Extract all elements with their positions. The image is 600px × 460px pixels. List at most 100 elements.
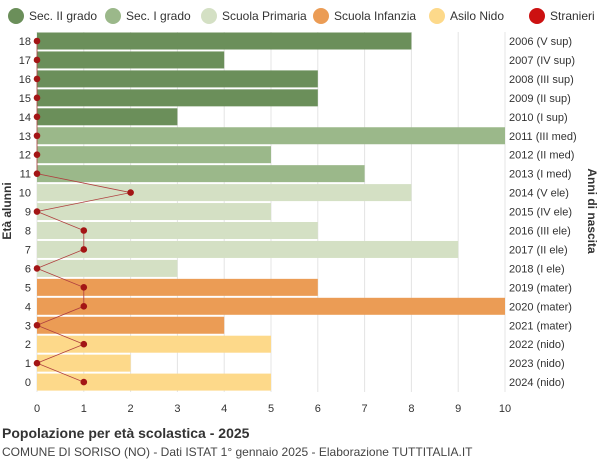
age-tick-label: 12 [19, 150, 31, 162]
stranieri-point [33, 151, 41, 158]
age-tick-label: 10 [19, 188, 31, 200]
year-tick-label: 2006 (V sup) [509, 36, 572, 48]
bar [37, 127, 505, 145]
year-tick-label: 2009 (II sup) [509, 93, 571, 105]
x-tick-label: 7 [362, 403, 368, 415]
bar [37, 146, 271, 164]
year-tick-label: 2023 (nido) [509, 358, 565, 370]
stranieri-point [33, 170, 41, 177]
age-tick-label: 7 [25, 244, 31, 256]
age-tick-label: 1 [25, 358, 31, 370]
chart-subtitle: COMUNE DI SORISO (NO) - Dati ISTAT 1° ge… [2, 445, 473, 459]
legend-label: Stranieri [550, 9, 595, 23]
stranieri-point [127, 189, 134, 196]
stranieri-point [33, 208, 41, 215]
age-tick-label: 4 [25, 301, 31, 313]
stranieri-point [33, 321, 41, 329]
x-tick-label: 1 [81, 403, 87, 415]
stranieri-point [33, 37, 41, 45]
year-tick-label: 2024 (nido) [509, 377, 565, 389]
age-tick-label: 6 [25, 263, 31, 275]
year-tick-label: 2017 (II ele) [509, 244, 568, 256]
age-tick-label: 14 [19, 112, 31, 124]
year-tick-label: 2007 (IV sup) [509, 55, 575, 67]
year-tick-label: 2012 (II med) [509, 150, 574, 162]
stranieri-point [33, 94, 41, 102]
age-tick-label: 13 [19, 131, 31, 143]
legend-swatch [8, 8, 24, 24]
bar [37, 297, 505, 315]
legend-label: Asilo Nido [450, 9, 504, 23]
bar [37, 184, 412, 202]
bar [37, 108, 178, 126]
legend-label: Sec. II grado [29, 9, 97, 23]
year-tick-label: 2021 (mater) [509, 320, 572, 332]
legend-item: Scuola Primaria [201, 8, 307, 24]
x-tick-label: 0 [34, 403, 40, 415]
legend-item: Sec. II grado [8, 8, 97, 24]
age-tick-label: 9 [25, 207, 31, 219]
bar [37, 259, 178, 277]
bar [37, 222, 318, 239]
legend-label: Scuola Primaria [222, 9, 307, 23]
legend-swatch [529, 8, 545, 24]
x-tick-labels: 0 1 2 3 4 5 6 7 8 9 10 [34, 403, 511, 415]
age-tick-label: 3 [25, 320, 31, 332]
year-tick-label: 2013 (I med) [509, 169, 571, 181]
bar [37, 316, 225, 334]
chart-title: Popolazione per età scolastica - 2025 [2, 425, 250, 441]
x-tick-label: 9 [455, 403, 461, 415]
bar [37, 278, 318, 296]
bar [37, 165, 365, 183]
age-tick-label: 2 [25, 339, 31, 351]
stranieri-point [80, 303, 88, 310]
year-tick-label: 2014 (V ele) [509, 188, 569, 200]
legend-label: Scuola Infanzia [334, 9, 416, 23]
age-tick-label: 5 [25, 282, 31, 294]
stranieri-point [80, 378, 88, 386]
year-tick-label: 2020 (mater) [509, 301, 572, 313]
stranieri-series [33, 37, 134, 386]
age-tick-label: 11 [20, 169, 31, 181]
stranieri-point [80, 340, 88, 348]
year-tick-label: 2016 (III ele) [509, 226, 571, 238]
year-tick-labels: 2006 (V sup) 2007 (IV sup) 2008 (III sup) 2… [509, 36, 577, 389]
bar [37, 89, 318, 107]
bar [37, 51, 225, 69]
year-tick-label: 2015 (IV ele) [509, 207, 572, 219]
bar [37, 70, 318, 88]
legend-swatch [201, 8, 217, 24]
bars [37, 32, 505, 391]
x-tick-label: 4 [221, 403, 227, 415]
bar [37, 240, 459, 258]
year-tick-label: 2008 (III sup) [509, 74, 574, 86]
year-tick-label: 2018 (I ele) [509, 263, 565, 275]
bar [37, 354, 131, 372]
legend-swatch [313, 8, 329, 24]
year-tick-label: 2010 (I sup) [509, 112, 568, 124]
age-tick-label: 16 [19, 74, 31, 86]
legend-swatch [429, 8, 445, 24]
y-axis-title-left: Età alunni [0, 182, 14, 239]
bar [37, 203, 271, 221]
stranieri-point [33, 132, 41, 140]
year-tick-label: 2011 (III med) [509, 131, 577, 143]
age-tick-label: 8 [25, 226, 31, 238]
stranieri-point [33, 359, 41, 367]
legend-label: Sec. I grado [126, 9, 191, 23]
x-tick-label: 2 [128, 403, 134, 415]
legend-swatch [105, 8, 121, 24]
x-tick-label: 5 [268, 403, 274, 415]
stranieri-point [33, 56, 41, 64]
x-tick-label: 6 [315, 403, 321, 415]
legend-item: Stranieri [529, 8, 595, 24]
age-tick-label: 17 [19, 55, 31, 67]
bar [37, 32, 412, 50]
stranieri-point [80, 246, 88, 253]
stranieri-point [33, 113, 41, 121]
year-tick-label: 2022 (nido) [509, 339, 565, 351]
age-tick-label: 0 [25, 377, 31, 389]
stranieri-point [33, 75, 41, 83]
